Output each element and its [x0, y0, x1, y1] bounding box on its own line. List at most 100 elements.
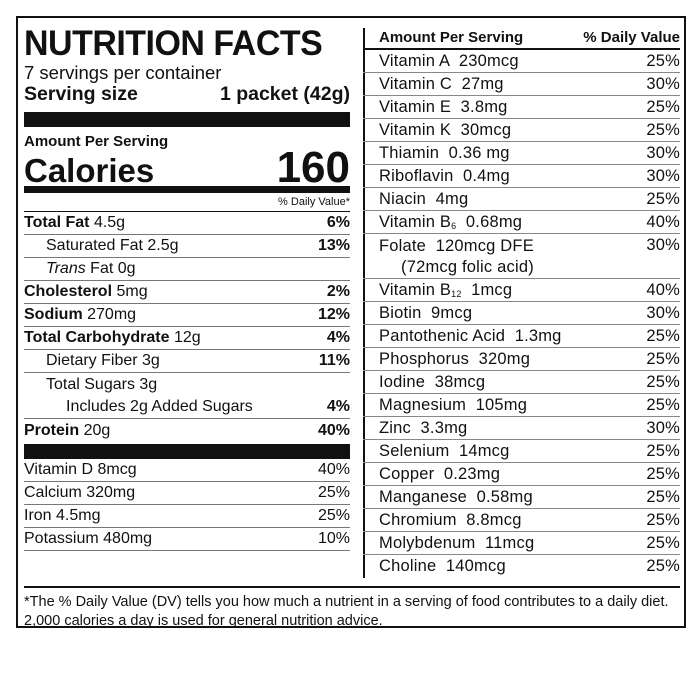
vitamin-dv: 30% — [646, 303, 680, 322]
vitamin-name: Vitamin B6 0.68mg — [379, 212, 523, 231]
left-column: NUTRITION FACTS 7 servings per container… — [24, 26, 350, 551]
nutrient-name: Trans — [46, 260, 86, 277]
vitamin-dv: 25% — [646, 464, 680, 483]
vitamin-name: Biotin 9mcg — [379, 303, 473, 322]
right-header: Amount Per Serving % Daily Value — [363, 26, 680, 50]
servings-per-container: 7 servings per container — [24, 62, 222, 83]
nutrient-row-cholesterol: Cholesterol 5mg 2% — [24, 281, 350, 304]
vitamin-row: Potassium 480mg 10% — [24, 528, 350, 551]
nutrient-name: Total Carbohydrate — [24, 329, 170, 346]
nutrient-name: Protein — [24, 421, 80, 439]
vitamin-name: Calcium 320mg — [24, 484, 136, 501]
vitamin-dv: 25% — [646, 533, 680, 552]
calories-row: Calories 160 — [24, 143, 350, 192]
nutrient-amount: 2.5g — [147, 237, 179, 254]
vitamin-name: Manganese 0.58mg — [379, 487, 533, 506]
thick-divider — [24, 112, 350, 127]
vitamin-row: Choline 140mcg 25% — [363, 555, 680, 578]
vitamin-row: Vitamin D 8mcg 40% — [24, 459, 350, 482]
vitamin-name: Vitamin A 230mcg — [379, 51, 519, 70]
vitamin-row: Vitamin A 230mcg 25% — [363, 50, 680, 73]
vitamin-dv: 25% — [646, 349, 680, 368]
vitamin-dv: 40% — [646, 212, 680, 231]
vitamin-name: Selenium 14mcg — [379, 441, 510, 460]
nutrient-name: Cholesterol — [24, 283, 113, 300]
nutrient-dv: 13% — [317, 237, 350, 254]
vitamin-dv: 25% — [646, 326, 680, 345]
nutrient-name: Saturated Fat — [46, 237, 143, 254]
nutrient-row-saturated-fat: Saturated Fat 2.5g 13% — [24, 235, 350, 258]
amount-per-serving: Amount Per Serving — [24, 133, 169, 150]
vitamin-name: Thiamin 0.36 mg — [379, 143, 510, 162]
vitamin-name: Niacin 4mg — [379, 189, 469, 208]
vitamin-dv: 25% — [646, 51, 680, 70]
vitamin-name: Choline 140mcg — [379, 557, 506, 575]
calories-value: 160 — [276, 143, 350, 192]
nutrient-row-trans-fat: Trans Fat 0g — [24, 258, 350, 281]
nutrient-dv: 11% — [318, 352, 350, 369]
serving-size-value: 1 packet (42g) — [219, 83, 350, 105]
vitamin-name: Vitamin B12 1mcg — [379, 280, 513, 299]
vitamin-name: Folate 120mcg DFE (72mcg folic acid) — [379, 237, 534, 276]
vitamin-row: Biotin 9mcg 30% — [363, 302, 680, 325]
medium-divider — [24, 186, 350, 193]
vitamins-left: Vitamin D 8mcg 40% Calcium 320mg 25% Iro… — [24, 459, 350, 551]
vitamin-row: Iron 4.5mg 25% — [24, 505, 350, 528]
calories-label: Calories — [24, 152, 155, 189]
vitamin-row: Thiamin 0.36 mg 30% — [363, 142, 680, 165]
vitamin-row: Copper 0.23mg 25% — [363, 463, 680, 486]
vitamin-row: Folate 120mcg DFE (72mcg folic acid) 30% — [363, 234, 680, 279]
vitamin-dv: 30% — [646, 418, 680, 437]
vitamin-dv: 25% — [646, 372, 680, 391]
nutrient-amount: 12g — [173, 329, 201, 346]
vitamins-right: Vitamin A 230mcg 25% Vitamin C 27mg 30% Vita… — [363, 50, 680, 578]
vitamin-name: Potassium 480mg — [24, 530, 153, 547]
vitamin-dv: 25% — [646, 510, 680, 529]
vitamin-name: Vitamin E 3.8mg — [379, 97, 508, 116]
nutrition-label: NUTRITION FACTS 7 servings per container… — [16, 16, 686, 631]
vitamin-name: Molybdenum 11mcg — [379, 533, 535, 552]
vitamin-dv: 25% — [646, 189, 680, 208]
vitamin-dv: 40% — [317, 461, 350, 478]
vitamin-row: Chromium 8.8mcg 25% — [363, 509, 680, 532]
vitamin-row: Magnesium 105mg 25% — [363, 394, 680, 417]
serving-size: Serving size 1 packet (42g) — [24, 83, 350, 105]
nutrient-amount: Fat 0g — [90, 260, 136, 277]
vitamin-dv: 25% — [317, 507, 350, 524]
label-title: NUTRITION FACTS — [24, 24, 323, 63]
vitamin-row: Zinc 3.3mg 30% — [363, 417, 680, 440]
nutrient-row-total-fat: Total Fat 4.5g 6% — [24, 212, 350, 235]
right-column: Amount Per Serving % Daily Value Vitamin… — [363, 26, 680, 578]
nutrient-row-total-sugars: Total Sugars 3g — [24, 373, 350, 396]
nutrient-name: Dietary Fiber — [46, 352, 138, 369]
vitamin-dv: 25% — [646, 395, 680, 414]
nutrient-amount: 3g — [139, 375, 158, 393]
vitamin-row: Riboflavin 0.4mg 30% — [363, 165, 680, 188]
vitamin-dv: 25% — [646, 557, 680, 575]
vitamin-dv: 25% — [646, 120, 680, 139]
vitamin-name: Vitamin C 27mg — [379, 74, 504, 93]
nutrient-amount: 270mg — [87, 306, 137, 323]
vitamin-name: Zinc 3.3mg — [379, 418, 468, 437]
nutrient-dv: 4% — [326, 398, 350, 415]
nutrient-amount: 5mg — [116, 283, 148, 300]
vitamin-name: Pantothenic Acid 1.3mg — [379, 326, 562, 345]
nutrient-row-sodium: Sodium 270mg 12% — [24, 304, 350, 327]
vitamin-row: Manganese 0.58mg 25% — [363, 486, 680, 509]
vitamin-row: Iodine 38mcg 25% — [363, 371, 680, 394]
nutrient-amount: 4.5g — [93, 214, 126, 231]
vitamin-row: Selenium 14mcg 25% — [363, 440, 680, 463]
vitamin-row: Vitamin B6 0.68mg 40% — [363, 211, 680, 234]
vitamin-dv: 30% — [646, 74, 680, 93]
vitamin-name: Copper 0.23mg — [379, 464, 501, 483]
vitamin-row: Vitamin E 3.8mg 25% — [363, 96, 680, 119]
nutrient-row-total-carbohydrate: Total Carbohydrate 12g 4% — [24, 327, 350, 350]
nutrient-amount: 3g — [142, 352, 160, 369]
nutrient-name: Total Fat — [24, 214, 90, 231]
vitamin-dv: 30% — [646, 236, 680, 254]
nutrient-amount: 20g — [83, 421, 111, 439]
nutrient-dv: 2% — [326, 283, 350, 300]
vitamin-dv: 40% — [646, 280, 680, 299]
footnote: *The % Daily Value (DV) tells you how mu… — [24, 586, 680, 631]
nutrient-name: Total Sugars — [46, 375, 135, 393]
